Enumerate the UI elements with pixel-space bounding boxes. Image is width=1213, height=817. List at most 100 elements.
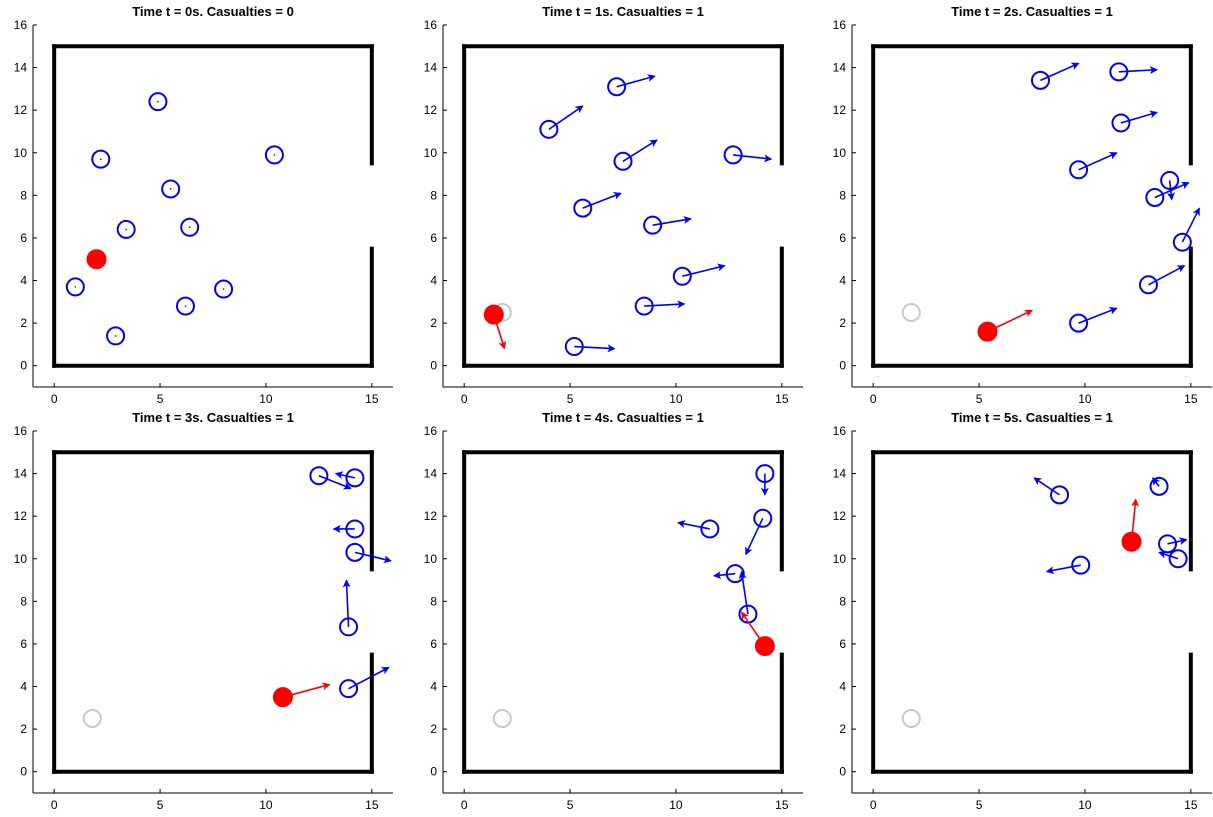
y-tick-label: 2 — [430, 316, 437, 330]
agent-velocity-arrow — [1118, 66, 1158, 75]
y-tick-label: 10 — [424, 552, 438, 566]
y-tick-label: 4 — [839, 680, 846, 694]
y-tick-label: 10 — [833, 552, 847, 566]
y-tick-label: 10 — [14, 146, 28, 160]
agent-velocity-dot — [74, 286, 77, 288]
agent-marker — [753, 508, 773, 528]
agent-marker — [180, 217, 200, 237]
y-tick-label: 6 — [430, 637, 437, 651]
agent-marker — [264, 145, 284, 165]
y-tick-label: 14 — [424, 61, 438, 75]
y-tick-label: 16 — [833, 424, 847, 438]
agent-velocity-arrow — [318, 474, 352, 490]
x-tick-label: 0 — [870, 798, 877, 812]
x-tick-label: 5 — [976, 392, 983, 406]
y-tick-label: 2 — [839, 316, 846, 330]
x-tick-label: 5 — [157, 392, 164, 406]
y-tick-label: 14 — [14, 61, 28, 75]
x-tick-label: 15 — [1184, 798, 1198, 812]
y-tick-label: 6 — [20, 231, 27, 245]
agent-marker — [539, 119, 559, 139]
agent-velocity-arrow — [548, 105, 584, 131]
agent-marker — [723, 145, 743, 165]
y-tick-label: 2 — [430, 722, 437, 736]
agent-velocity-arrow — [574, 344, 616, 353]
agent-marker — [1111, 113, 1131, 133]
agent-marker — [1071, 555, 1091, 575]
agent-marker — [1160, 170, 1180, 190]
agent-velocity-arrow — [1078, 307, 1118, 324]
y-tick-label: 4 — [20, 274, 27, 288]
y-tick-label: 8 — [430, 594, 437, 608]
y-tick-label: 8 — [430, 188, 437, 202]
agent-velocity-arrow — [733, 154, 773, 163]
x-tick-label: 10 — [259, 392, 273, 406]
x-tick-label: 5 — [157, 798, 164, 812]
agent-marker — [643, 215, 663, 235]
agent-marker — [345, 542, 365, 562]
shooter-velocity-arrow — [493, 314, 507, 350]
agent-velocity-dot — [125, 228, 127, 231]
agent-marker — [613, 151, 633, 171]
agent-velocity-arrow — [1154, 181, 1190, 199]
y-tick-label: 4 — [430, 274, 437, 288]
y-tick-label: 14 — [833, 61, 847, 75]
agent-velocity-arrow — [1033, 477, 1060, 496]
agent-velocity-arrow — [1040, 62, 1080, 82]
agent-velocity-arrow — [622, 139, 658, 162]
y-tick-label: 4 — [430, 680, 437, 694]
panel-title: Time t = 5s. Casualties = 1 — [951, 410, 1113, 425]
x-tick-label: 15 — [365, 798, 379, 812]
y-tick-label: 12 — [833, 103, 847, 117]
agent-marker — [573, 198, 593, 218]
agent-marker — [1138, 275, 1158, 295]
y-tick-label: 6 — [20, 637, 27, 651]
y-tick-label: 10 — [14, 552, 28, 566]
x-tick-label: 0 — [51, 392, 58, 406]
agent-velocity-dot — [222, 288, 225, 290]
agent-velocity-arrow — [1152, 477, 1161, 487]
y-tick-label: 0 — [430, 359, 437, 373]
agent-velocity-arrow — [1158, 550, 1179, 560]
agent-velocity-dot — [169, 188, 172, 190]
x-tick-label: 10 — [1078, 798, 1092, 812]
agent-marker — [672, 266, 692, 286]
x-tick-label: 0 — [461, 392, 468, 406]
panel-0: Time t = 0s. Casualties = 0 0 5 10 15 0 2 4 6 8 10… — [14, 4, 393, 406]
y-tick-label: 16 — [14, 424, 28, 438]
y-tick-label: 4 — [839, 274, 846, 288]
agent-marker — [1069, 313, 1089, 333]
panel-title: Time t = 1s. Casualties = 1 — [542, 4, 704, 19]
y-tick-label: 6 — [839, 637, 846, 651]
agent-velocity-arrow — [644, 300, 686, 309]
agent-marker — [116, 219, 136, 239]
y-tick-label: 8 — [839, 594, 846, 608]
y-tick-label: 10 — [833, 146, 847, 160]
agent-marker — [91, 149, 111, 169]
x-tick-label: 15 — [1184, 392, 1198, 406]
agent-marker — [1158, 534, 1178, 554]
agent-velocity-dot — [114, 335, 117, 337]
casualty-marker — [492, 708, 512, 728]
y-tick-label: 2 — [839, 722, 846, 736]
x-tick-label: 5 — [567, 798, 574, 812]
shooter-velocity-arrow — [987, 309, 1033, 333]
agent-marker — [1145, 187, 1165, 207]
x-tick-label: 0 — [461, 798, 468, 812]
x-tick-label: 5 — [567, 392, 574, 406]
casualty-marker — [901, 302, 921, 322]
agent-marker — [148, 92, 168, 112]
y-tick-label: 14 — [833, 467, 847, 481]
y-tick-label: 16 — [14, 18, 28, 32]
agent-marker — [1172, 232, 1192, 252]
x-tick-label: 10 — [259, 798, 273, 812]
shooter-velocity-arrow — [740, 611, 766, 647]
y-tick-label: 16 — [833, 18, 847, 32]
agent-velocity-arrow — [582, 192, 622, 209]
y-tick-label: 0 — [430, 765, 437, 779]
x-tick-label: 10 — [669, 798, 683, 812]
panel-1: Time t = 1s. Casualties = 1 0 5 10 15 0 2 4 6 8 10… — [424, 4, 803, 406]
y-tick-label: 2 — [20, 316, 27, 330]
agent-marker — [1030, 70, 1050, 90]
agent-marker — [175, 296, 195, 316]
